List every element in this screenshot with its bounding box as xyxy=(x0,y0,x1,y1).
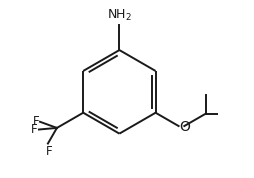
Text: F: F xyxy=(31,123,38,136)
Text: NH$_2$: NH$_2$ xyxy=(107,8,132,23)
Text: F: F xyxy=(32,115,39,128)
Text: O: O xyxy=(180,120,190,134)
Text: F: F xyxy=(45,145,52,158)
